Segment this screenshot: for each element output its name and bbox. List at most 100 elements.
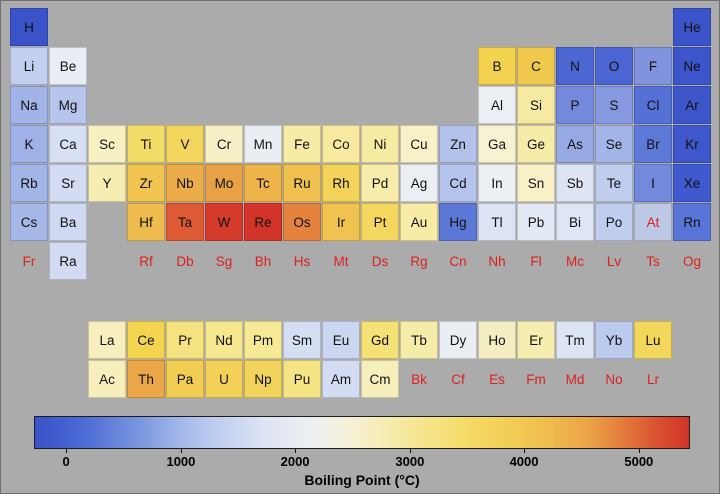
- element-Cl: Cl: [634, 86, 672, 124]
- element-B: B: [478, 47, 516, 85]
- element-Yb: Yb: [595, 321, 633, 359]
- colorbar-tick-label: 0: [62, 454, 70, 469]
- element-Ag: Ag: [400, 164, 438, 202]
- element-Fe: Fe: [283, 125, 321, 163]
- element-Cr: Cr: [205, 125, 243, 163]
- element-Ir: Ir: [322, 203, 360, 241]
- element-Pt: Pt: [361, 203, 399, 241]
- element-Cs: Cs: [10, 203, 48, 241]
- colorbar-gradient: [34, 416, 690, 449]
- element-P: P: [556, 86, 594, 124]
- element-Ds: Ds: [371, 253, 389, 269]
- element-Cu: Cu: [400, 125, 438, 163]
- element-Tm: Tm: [556, 321, 594, 359]
- element-I: I: [634, 164, 672, 202]
- element-Sr: Sr: [49, 164, 87, 202]
- element-Y: Y: [88, 164, 126, 202]
- colorbar-tick-label: 1000: [166, 454, 196, 469]
- element-Ar: Ar: [673, 86, 711, 124]
- element-Rg: Rg: [410, 253, 428, 269]
- element-Ta: Ta: [166, 203, 204, 241]
- element-Al: Al: [478, 86, 516, 124]
- element-Rh: Rh: [322, 164, 360, 202]
- element-Zn: Zn: [439, 125, 477, 163]
- element-Au: Au: [400, 203, 438, 241]
- element-La: La: [88, 321, 126, 359]
- element-Ho: Ho: [478, 321, 516, 359]
- element-Tb: Tb: [400, 321, 438, 359]
- element-Be: Be: [49, 47, 87, 85]
- element-S: S: [595, 86, 633, 124]
- element-Hs: Hs: [293, 253, 311, 269]
- element-Co: Co: [322, 125, 360, 163]
- element-Np: Np: [244, 360, 282, 398]
- element-K: K: [10, 125, 48, 163]
- element-Ba: Ba: [49, 203, 87, 241]
- element-Bk: Bk: [411, 371, 427, 387]
- element-Sg: Sg: [215, 253, 233, 269]
- element-Te: Te: [595, 164, 633, 202]
- element-F: F: [634, 47, 672, 85]
- element-Hg: Hg: [439, 203, 477, 241]
- colorbar-tick-label: 2000: [280, 454, 310, 469]
- element-Ga: Ga: [478, 125, 516, 163]
- element-Cn: Cn: [449, 253, 467, 269]
- element-Hf: Hf: [127, 203, 165, 241]
- colorbar-tickmark: [524, 449, 526, 453]
- element-Cf: Cf: [451, 371, 465, 387]
- element-Li: Li: [10, 47, 48, 85]
- element-Md: Md: [565, 371, 585, 387]
- element-Re: Re: [244, 203, 282, 241]
- element-Mg: Mg: [49, 86, 87, 124]
- element-Ce: Ce: [127, 321, 165, 359]
- colorbar-tick-label: 4000: [509, 454, 539, 469]
- element-Es: Es: [489, 371, 505, 387]
- colorbar-axis-label: Boiling Point (°C): [304, 472, 420, 488]
- element-Mo: Mo: [205, 164, 243, 202]
- element-U: U: [205, 360, 243, 398]
- element-Rb: Rb: [10, 164, 48, 202]
- element-Og: Og: [682, 253, 701, 269]
- element-Pm: Pm: [244, 321, 282, 359]
- element-He: He: [673, 8, 711, 46]
- element-H: H: [10, 8, 48, 46]
- element-Eu: Eu: [322, 321, 360, 359]
- element-Lv: Lv: [606, 253, 622, 269]
- element-Er: Er: [517, 321, 555, 359]
- element-Ts: Ts: [646, 253, 660, 269]
- element-N: N: [556, 47, 594, 85]
- element-Fr: Fr: [22, 253, 36, 269]
- element-Lr: Lr: [646, 371, 659, 387]
- element-Db: Db: [176, 253, 194, 269]
- colorbar-tickmark: [638, 449, 640, 453]
- element-Nd: Nd: [205, 321, 243, 359]
- element-W: W: [205, 203, 243, 241]
- colorbar-tickmark: [180, 449, 182, 453]
- element-As: As: [556, 125, 594, 163]
- element-Na: Na: [10, 86, 48, 124]
- colorbar-tick-label: 3000: [395, 454, 425, 469]
- colorbar-tickmark: [66, 449, 68, 453]
- element-Sn: Sn: [517, 164, 555, 202]
- element-Zr: Zr: [127, 164, 165, 202]
- element-At: At: [634, 203, 672, 241]
- element-Cd: Cd: [439, 164, 477, 202]
- element-Pa: Pa: [166, 360, 204, 398]
- element-Lu: Lu: [634, 321, 672, 359]
- element-Tl: Tl: [478, 203, 516, 241]
- element-Sm: Sm: [283, 321, 321, 359]
- element-Th: Th: [127, 360, 165, 398]
- element-Ac: Ac: [88, 360, 126, 398]
- element-Xe: Xe: [673, 164, 711, 202]
- element-Nb: Nb: [166, 164, 204, 202]
- element-C: C: [517, 47, 555, 85]
- element-Mn: Mn: [244, 125, 282, 163]
- element-Rn: Rn: [673, 203, 711, 241]
- element-Ra: Ra: [49, 242, 87, 280]
- element-Si: Si: [517, 86, 555, 124]
- element-Se: Se: [595, 125, 633, 163]
- element-Kr: Kr: [673, 125, 711, 163]
- element-Pb: Pb: [517, 203, 555, 241]
- element-Pu: Pu: [283, 360, 321, 398]
